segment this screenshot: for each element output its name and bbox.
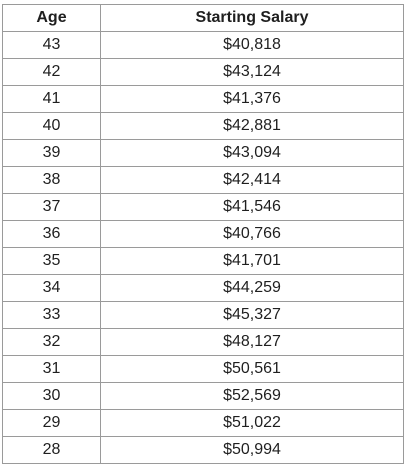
salary-cell: $52,569 bbox=[100, 382, 404, 410]
table-row: 34 $44,259 bbox=[2, 274, 404, 302]
table-row: 43 $40,818 bbox=[2, 31, 404, 59]
salary-cell: $41,701 bbox=[100, 247, 404, 275]
age-cell: 33 bbox=[2, 301, 101, 329]
age-cell: 42 bbox=[2, 58, 101, 86]
table-row: 39 $43,094 bbox=[2, 139, 404, 167]
table-row: 41 $41,376 bbox=[2, 85, 404, 113]
salary-cell: $50,994 bbox=[100, 436, 404, 464]
salary-cell: $41,546 bbox=[100, 193, 404, 221]
table-row: 31 $50,561 bbox=[2, 355, 404, 383]
age-cell: 35 bbox=[2, 247, 101, 275]
age-cell: 36 bbox=[2, 220, 101, 248]
salary-cell: $42,881 bbox=[100, 112, 404, 140]
salary-cell: $51,022 bbox=[100, 409, 404, 437]
salary-column-header: Starting Salary bbox=[100, 4, 404, 32]
age-cell: 38 bbox=[2, 166, 101, 194]
age-cell: 32 bbox=[2, 328, 101, 356]
age-cell: 43 bbox=[2, 31, 101, 59]
salary-cell: $44,259 bbox=[100, 274, 404, 302]
table-row: 42 $43,124 bbox=[2, 58, 404, 86]
table-row: 28 $50,994 bbox=[2, 436, 404, 464]
salary-cell: $40,818 bbox=[100, 31, 404, 59]
salary-cell: $41,376 bbox=[100, 85, 404, 113]
age-cell: 40 bbox=[2, 112, 101, 140]
table-row: 36 $40,766 bbox=[2, 220, 404, 248]
table-row: 33 $45,327 bbox=[2, 301, 404, 329]
table-row: 30 $52,569 bbox=[2, 382, 404, 410]
salary-cell: $42,414 bbox=[100, 166, 404, 194]
salary-table: Age Starting Salary 43 $40,818 42 $43,12… bbox=[2, 4, 404, 464]
salary-cell: $43,124 bbox=[100, 58, 404, 86]
table-row: 40 $42,881 bbox=[2, 112, 404, 140]
table-row: 37 $41,546 bbox=[2, 193, 404, 221]
table-row: 35 $41,701 bbox=[2, 247, 404, 275]
age-cell: 39 bbox=[2, 139, 101, 167]
salary-cell: $50,561 bbox=[100, 355, 404, 383]
age-cell: 31 bbox=[2, 355, 101, 383]
age-cell: 34 bbox=[2, 274, 101, 302]
table-row: 32 $48,127 bbox=[2, 328, 404, 356]
age-cell: 30 bbox=[2, 382, 101, 410]
salary-cell: $45,327 bbox=[100, 301, 404, 329]
age-cell: 37 bbox=[2, 193, 101, 221]
age-cell: 41 bbox=[2, 85, 101, 113]
salary-cell: $48,127 bbox=[100, 328, 404, 356]
age-cell: 28 bbox=[2, 436, 101, 464]
table-row: 29 $51,022 bbox=[2, 409, 404, 437]
age-cell: 29 bbox=[2, 409, 101, 437]
salary-cell: $43,094 bbox=[100, 139, 404, 167]
header-row: Age Starting Salary bbox=[2, 4, 404, 32]
salary-cell: $40,766 bbox=[100, 220, 404, 248]
table-row: 38 $42,414 bbox=[2, 166, 404, 194]
age-column-header: Age bbox=[2, 4, 101, 32]
